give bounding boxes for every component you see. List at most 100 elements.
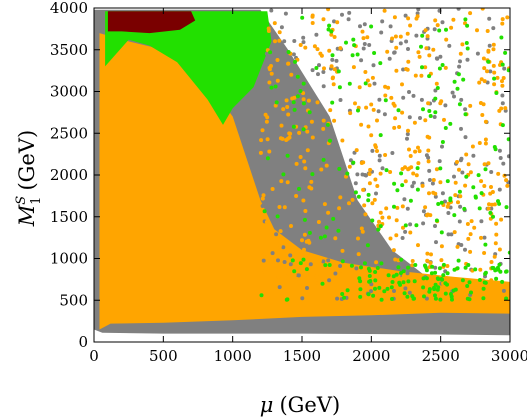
orange-point bbox=[388, 170, 393, 174]
orange-point bbox=[468, 11, 473, 16]
orange-point bbox=[452, 230, 457, 235]
green-point bbox=[467, 280, 472, 285]
green-point bbox=[357, 276, 362, 281]
orange-point bbox=[327, 48, 332, 53]
orange-point bbox=[444, 37, 449, 42]
green-point bbox=[433, 270, 438, 275]
gray-point bbox=[372, 81, 377, 86]
green-point bbox=[483, 242, 488, 247]
green-point bbox=[356, 194, 361, 199]
gray-point bbox=[301, 35, 306, 40]
orange-point bbox=[365, 35, 370, 40]
gray-point bbox=[458, 59, 462, 64]
green-point bbox=[465, 23, 470, 28]
orange-point bbox=[377, 219, 381, 224]
orange-point bbox=[275, 58, 280, 62]
gray-point bbox=[500, 93, 505, 98]
green-point bbox=[441, 262, 446, 267]
green-point bbox=[362, 261, 367, 266]
orange-point bbox=[464, 152, 469, 157]
green-point bbox=[324, 225, 329, 230]
gray-point bbox=[435, 56, 440, 61]
gray-point bbox=[305, 286, 309, 290]
gray-point bbox=[361, 46, 366, 51]
gray-point bbox=[371, 63, 376, 68]
orange-point bbox=[469, 219, 474, 224]
green-point bbox=[281, 172, 286, 177]
green-point bbox=[473, 195, 478, 200]
green-point bbox=[481, 286, 486, 291]
gray-point bbox=[317, 240, 321, 245]
gray-point bbox=[283, 11, 288, 16]
gray-point bbox=[362, 22, 367, 27]
orange-point bbox=[340, 138, 345, 143]
orange-point bbox=[429, 252, 433, 257]
orange-point bbox=[332, 35, 337, 39]
green-point bbox=[435, 86, 440, 90]
orange-point bbox=[482, 66, 487, 71]
orange-point bbox=[406, 16, 411, 21]
orange-point bbox=[486, 161, 491, 166]
orange-point bbox=[315, 100, 320, 105]
gray-point bbox=[463, 135, 468, 140]
orange-point bbox=[321, 126, 326, 131]
orange-point bbox=[284, 98, 289, 103]
green-point bbox=[396, 108, 401, 113]
orange-point bbox=[382, 8, 387, 13]
green-point bbox=[379, 297, 384, 302]
orange-point bbox=[328, 108, 333, 113]
orange-point bbox=[460, 42, 465, 47]
green-point bbox=[307, 110, 312, 115]
gray-point bbox=[271, 92, 276, 97]
green-point bbox=[373, 278, 378, 283]
darkred-region-3 bbox=[107, 11, 196, 34]
green-point bbox=[268, 50, 273, 55]
orange-point bbox=[301, 97, 306, 102]
green-point bbox=[457, 102, 462, 107]
orange-point bbox=[497, 108, 502, 113]
orange-point bbox=[348, 111, 353, 116]
orange-point bbox=[272, 21, 277, 26]
orange-point bbox=[487, 202, 491, 207]
orange-point bbox=[468, 232, 473, 237]
orange-point bbox=[483, 137, 488, 142]
green-point bbox=[345, 288, 350, 293]
green-point bbox=[452, 79, 457, 84]
green-point bbox=[494, 91, 499, 95]
orange-point bbox=[481, 56, 486, 61]
orange-point bbox=[453, 193, 458, 198]
orange-point bbox=[285, 256, 290, 261]
green-point bbox=[395, 188, 400, 193]
gray-point bbox=[406, 47, 410, 51]
orange-point bbox=[489, 278, 494, 283]
orange-point bbox=[401, 225, 405, 230]
green-point bbox=[399, 257, 404, 262]
gray-point bbox=[437, 159, 442, 164]
orange-point bbox=[403, 179, 408, 184]
gray-point bbox=[352, 150, 357, 155]
orange-point bbox=[431, 190, 436, 195]
gray-point bbox=[387, 56, 392, 61]
gray-point bbox=[327, 221, 332, 226]
orange-point bbox=[477, 141, 482, 145]
y-tick-label: 2500 bbox=[50, 124, 88, 142]
gray-point bbox=[440, 191, 445, 196]
orange-point bbox=[372, 197, 377, 202]
orange-point bbox=[398, 34, 403, 39]
orange-point bbox=[416, 145, 420, 150]
gray-point bbox=[432, 27, 437, 32]
gray-point bbox=[497, 148, 502, 153]
gray-point bbox=[316, 72, 320, 77]
green-point bbox=[403, 223, 408, 228]
orange-point bbox=[310, 135, 315, 140]
gray-point bbox=[402, 197, 407, 202]
orange-point bbox=[310, 21, 315, 25]
green-point bbox=[421, 276, 426, 281]
green-point bbox=[428, 114, 433, 118]
orange-point bbox=[330, 76, 335, 81]
gray-point bbox=[421, 209, 426, 214]
green-point bbox=[370, 218, 375, 223]
gray-point bbox=[314, 32, 319, 37]
gray-point bbox=[392, 289, 396, 293]
